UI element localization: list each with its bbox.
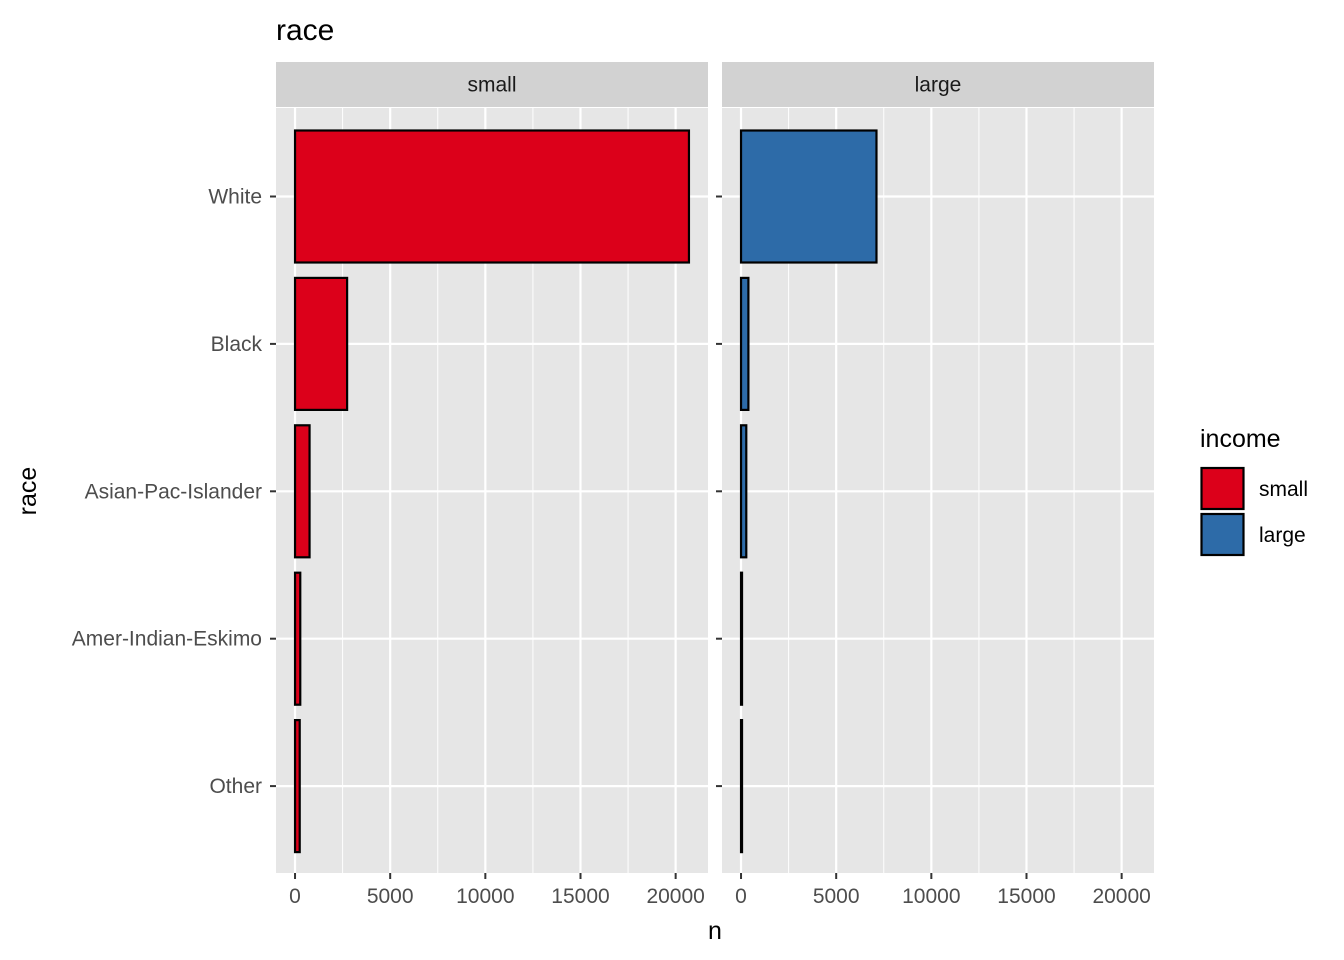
legend-label-large: large xyxy=(1259,524,1306,547)
facets-layer: small 0 5000 10000 15000 20000 White Black Asian… xyxy=(72,62,1154,908)
y-tick-label: White xyxy=(208,186,262,209)
chart-title: race xyxy=(276,14,334,47)
facet-strip xyxy=(722,62,1154,107)
facet-small: small 0 5000 10000 15000 20000 White Black Asian… xyxy=(72,62,708,908)
bar-small-black xyxy=(293,276,349,411)
x-tick-label: 10000 xyxy=(902,885,960,908)
facet-strip-label: large xyxy=(915,74,962,97)
facet-large: large 0 5000 10000 15000 20000 xyxy=(716,62,1154,908)
bar-small-amer-indian-eskimo xyxy=(293,571,302,706)
facet-strip-label: small xyxy=(467,74,516,97)
x-tick-label: 5000 xyxy=(367,885,414,908)
x-tick-label: 15000 xyxy=(551,885,609,908)
x-axis-title: n xyxy=(708,917,722,945)
bar-large-black xyxy=(739,276,750,411)
bar-small-asian-pac-islander xyxy=(293,424,311,559)
bar-small-other xyxy=(293,718,301,854)
legend-key-large xyxy=(1200,512,1245,557)
bar-large-asian-pac-islander xyxy=(739,424,748,559)
bar-large-white xyxy=(739,129,878,264)
legend-items: small large xyxy=(1200,466,1308,557)
legend-title: income xyxy=(1200,425,1281,453)
y-axis-title: race xyxy=(14,467,42,516)
x-tick-label: 5000 xyxy=(813,885,860,908)
bar-large-amer-indian-eskimo xyxy=(739,571,744,706)
bar-large-other xyxy=(739,718,744,854)
x-tick-label: 20000 xyxy=(1092,885,1150,908)
x-tick-label: 10000 xyxy=(456,885,514,908)
bar-small-white xyxy=(293,129,691,264)
x-tick-label: 20000 xyxy=(646,885,704,908)
y-tick-label: Other xyxy=(209,775,262,798)
legend-key-small xyxy=(1200,466,1245,511)
x-tick-label: 15000 xyxy=(997,885,1055,908)
legend-label-small: small xyxy=(1259,478,1308,501)
y-tick-label: Amer-Indian-Eskimo xyxy=(72,628,262,651)
y-tick-label: Asian-Pac-Islander xyxy=(85,480,262,503)
x-tick-label: 0 xyxy=(289,885,301,908)
facet-strip xyxy=(276,62,708,107)
x-tick-label: 0 xyxy=(735,885,747,908)
y-tick-label: Black xyxy=(211,333,263,356)
legend: income small large xyxy=(1200,425,1308,557)
